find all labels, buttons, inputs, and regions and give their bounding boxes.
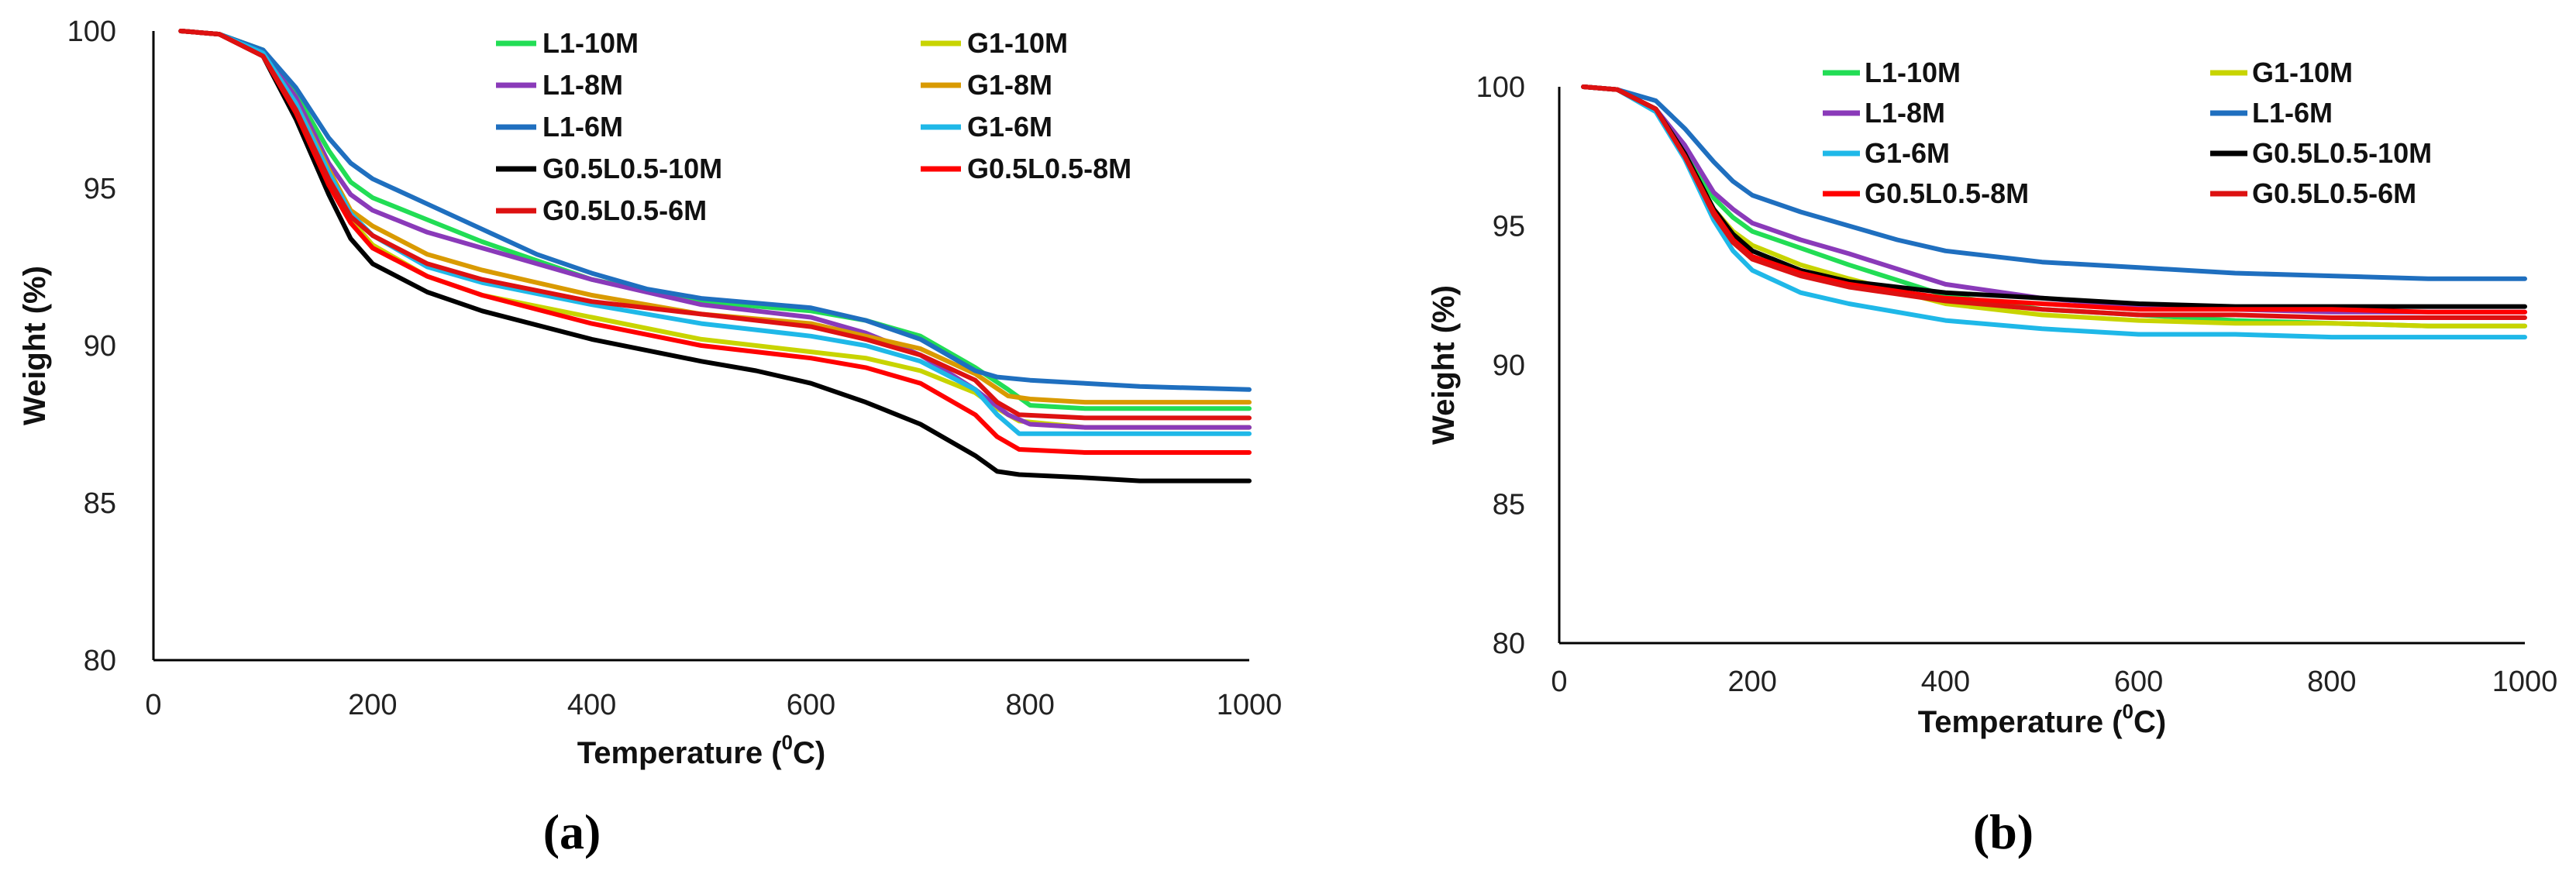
x-ticks-a: 0 200 400 600 800 1000	[145, 689, 1282, 721]
legend-a: L1-10M G1-10M L1-8M G1-8M L1-6M G1-6M G0.5L0.5…	[496, 27, 1131, 226]
x-axis-label-sup-b: 0	[2123, 700, 2133, 723]
legend-label-a: G0.5L0.5-6M	[542, 194, 707, 226]
x-tick-label-b: 400	[1921, 666, 1970, 698]
x-tick-label-a: 0	[145, 689, 161, 721]
legend-label-a: G0.5L0.5-10M	[542, 153, 722, 184]
y-tick-label-a: 85	[84, 487, 116, 520]
legend-label-b: G1-6M	[1865, 137, 1950, 169]
y-tick-label-b: 95	[1493, 211, 1525, 243]
series-line-l1-6m-b	[1581, 84, 2527, 281]
x-tick-label-b: 800	[2307, 666, 2356, 698]
series-layer-a	[178, 29, 1252, 483]
y-tick-label-a: 95	[84, 173, 116, 205]
y-tick-label-b: 100	[1476, 71, 1525, 104]
x-axis-label-end-a: C)	[793, 736, 825, 770]
x-tick-label-b: 200	[1727, 666, 1776, 698]
series-line-g0_5l0_5-6m-a	[178, 29, 1252, 421]
x-axis-label-main-a: Temperature (	[577, 736, 782, 770]
x-axis-label-end-b: C)	[2133, 705, 2166, 739]
series-line-g0_5l0_5-6m-b	[1581, 84, 2527, 320]
y-tick-label-b: 80	[1493, 628, 1525, 660]
legend-label-a: G1-10M	[967, 27, 1068, 59]
y-tick-label-a: 80	[84, 645, 116, 677]
y-tick-label-a: 100	[67, 15, 116, 48]
y-tick-label-b: 90	[1493, 349, 1525, 382]
y-ticks-a: 80 85 90 95 100	[67, 15, 116, 677]
x-tick-label-b: 600	[2114, 666, 2163, 698]
x-axis-label-sup-a: 0	[782, 731, 793, 754]
panel-label-b: (b)	[1973, 804, 2034, 859]
x-ticks-b: 0 200 400 600 800 1000	[1551, 666, 2557, 698]
legend-label-a: L1-8M	[542, 69, 623, 101]
x-tick-label-b: 0	[1551, 666, 1567, 698]
y-tick-label-b: 85	[1493, 489, 1525, 521]
y-axis-label-a: Weight (%)	[18, 266, 52, 425]
x-axis-label-main-b: Temperature (	[1918, 705, 2123, 739]
legend-label-a: G0.5L0.5-8M	[967, 153, 1131, 184]
legend-label-b: G1-10M	[2252, 57, 2353, 88]
legend-label-a: L1-6M	[542, 111, 623, 143]
series-line-l1-6m-a	[178, 29, 1252, 392]
x-tick-label-a: 800	[1005, 689, 1054, 721]
legend-label-b: L1-6M	[2252, 97, 2333, 129]
legend-label-a: G1-6M	[967, 111, 1052, 143]
chart-panel-a: 80 85 90 95 100 0 200 400 600 800 1000 Weight (%)…	[18, 15, 1282, 859]
panel-label-a: (a)	[543, 804, 601, 859]
x-tick-label-a: 1000	[1217, 689, 1283, 721]
legend-label-b: G0.5L0.5-10M	[2252, 137, 2432, 169]
y-tick-label-a: 90	[84, 330, 116, 363]
x-tick-label-a: 200	[348, 689, 397, 721]
legend-label-a: G1-8M	[967, 69, 1052, 101]
series-line-g0_5l0_5-10m-a	[178, 29, 1252, 483]
x-axis-label-a: Temperature (0C)	[577, 731, 825, 770]
x-tick-label-b: 1000	[2492, 666, 2558, 698]
chart-panel-b: 80 85 90 95 100 0 200 400 600 800 1000 Weight (%)…	[1427, 57, 2557, 859]
legend-label-b: G0.5L0.5-8M	[1865, 177, 2029, 209]
x-axis-label-b: Temperature (0C)	[1918, 700, 2166, 739]
legend-label-b: L1-8M	[1865, 97, 1945, 129]
y-axis-label-b: Weight (%)	[1427, 285, 1461, 445]
series-line-g1-6m-a	[178, 29, 1252, 436]
legend-label-b: L1-10M	[1865, 57, 1961, 88]
legend-b: L1-10M G1-10M L1-8M L1-6M G1-6M G0.5L0.5-10M G…	[1823, 57, 2432, 209]
series-line-l1-8m-a	[178, 29, 1252, 430]
legend-label-b: G0.5L0.5-6M	[2252, 177, 2416, 209]
legend-label-a: L1-10M	[542, 27, 639, 59]
y-ticks-b: 80 85 90 95 100	[1476, 71, 1525, 660]
x-tick-label-a: 400	[567, 689, 616, 721]
x-tick-label-a: 600	[787, 689, 835, 721]
series-layer-b	[1581, 84, 2527, 340]
